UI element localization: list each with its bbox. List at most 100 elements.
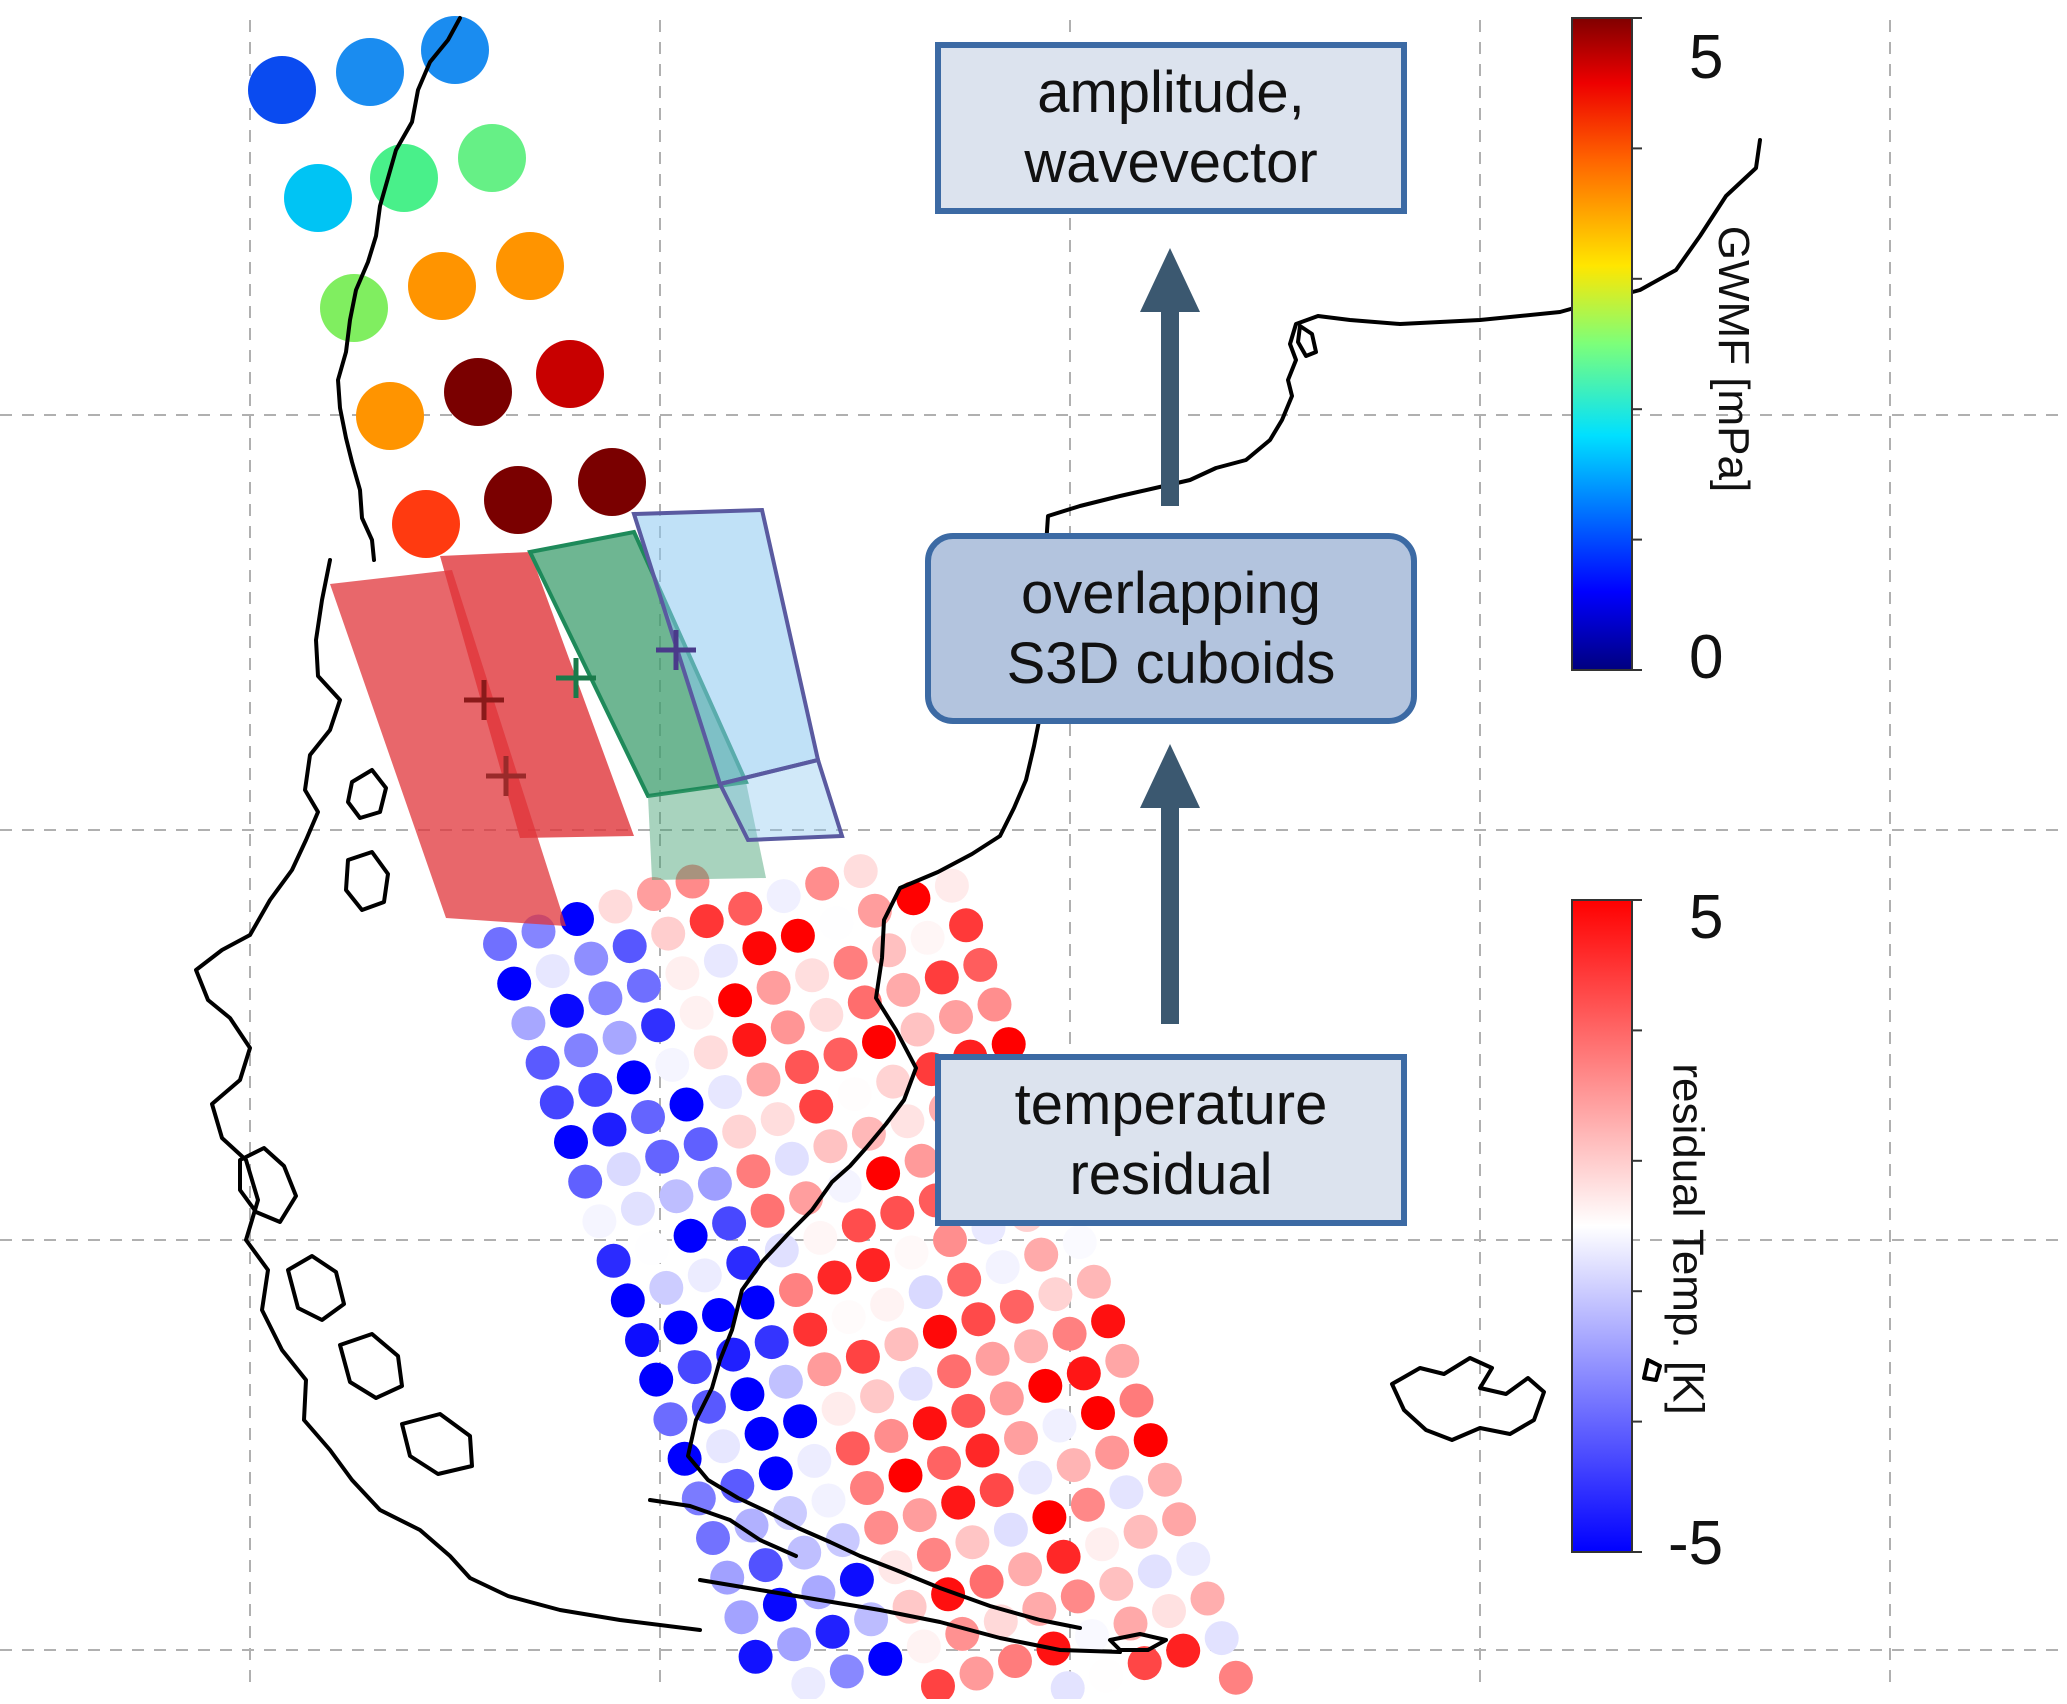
residual-temp-dot	[744, 1416, 779, 1451]
residual-temp-dot	[549, 993, 584, 1028]
residual-temp-dot	[497, 966, 532, 1001]
residual-temp-dot	[862, 1025, 896, 1059]
arrow-cuboids-to-amplitude-shaft	[1161, 308, 1179, 506]
residual-temp-dot	[1218, 1660, 1253, 1695]
cuboid-center-marker-blue	[656, 630, 696, 670]
residual-temp-dot	[876, 1064, 911, 1099]
coastline-chile-north	[336, 16, 462, 562]
coastline-tierra-del-fuego	[698, 1578, 1122, 1654]
gwmf-dot-4	[370, 144, 438, 212]
gwmf-dot-2	[421, 16, 489, 84]
residual-temp-dot	[1166, 1633, 1201, 1668]
residual-temp-dot	[922, 1314, 957, 1349]
residual-temp-dot	[710, 1560, 745, 1595]
residual-temp-dot	[999, 1289, 1034, 1324]
residual-temp-dot	[890, 1104, 925, 1139]
residual-temp-dot	[764, 1233, 799, 1268]
residual-temp-dot	[908, 1275, 943, 1310]
residual-temp-dot	[795, 958, 830, 993]
residual-temp-dot	[768, 1364, 803, 1399]
residual-temp-dot	[821, 1391, 856, 1426]
residual-temp-dot	[874, 1418, 909, 1453]
temperature-residual-box: temperature residual	[935, 1054, 1407, 1226]
gwmf-colorbar-max-label: 5	[1689, 23, 1724, 92]
residual-temp-dot	[860, 1379, 895, 1414]
residual-temp-dot	[833, 945, 868, 980]
residual-temp-dot	[683, 1127, 718, 1162]
residual-temp-dot	[1075, 1619, 1109, 1653]
residual-temp-dot	[1032, 1500, 1067, 1535]
arrow-cuboids-to-amplitude-head	[1140, 248, 1200, 312]
residual-temp-dot	[1091, 1304, 1126, 1339]
residual-temp-dot	[592, 1112, 627, 1147]
cuboid-center-marker-green	[556, 658, 596, 698]
residual-temp-dot	[963, 947, 998, 982]
residual-temp-dot	[774, 1141, 809, 1176]
gwmf-dot-13	[484, 466, 552, 534]
residual-temp-dot	[655, 1047, 690, 1082]
residual-temp-dot	[1095, 1435, 1130, 1470]
residual-temp-dot	[483, 927, 517, 961]
gwmf-dot-10	[444, 358, 512, 426]
residual-temp-dot	[766, 879, 801, 914]
residual-temp-dot	[856, 1248, 890, 1282]
gwmf-colorbar	[1571, 17, 1633, 671]
residual-temp-dot	[610, 1283, 645, 1318]
coastline-island-5	[346, 768, 388, 820]
residual-temp-dot	[675, 864, 710, 899]
residual-temp-dot	[910, 920, 945, 955]
residual-temp-dot	[560, 902, 594, 936]
residual-temp-dot	[758, 1456, 793, 1491]
residual-temp-dot	[1024, 1237, 1059, 1272]
residual-temp-dot	[900, 1012, 935, 1047]
residual-temp-dot	[1204, 1621, 1239, 1656]
residual-temp-dot	[703, 943, 738, 978]
residual-temp-dot	[829, 1654, 864, 1689]
overlapping-cuboids-label: overlapping S3D cuboids	[1006, 560, 1336, 696]
residual-temp-dot	[843, 854, 878, 889]
residual-temp-dot	[924, 960, 959, 995]
coastline-island-4	[400, 1412, 474, 1476]
residual-temp-dot	[1190, 1581, 1225, 1616]
residual-temp-dot	[1028, 1368, 1063, 1403]
residual-temp-dot	[1066, 1356, 1101, 1391]
residual-temp-dot	[564, 1033, 599, 1068]
residual-temp-dot	[1008, 1552, 1043, 1587]
residual-temp-dot	[1042, 1408, 1077, 1443]
gwmf-dot-14	[578, 448, 646, 516]
gwmf-dot-1	[336, 38, 404, 106]
residual-temp-dot	[819, 906, 854, 941]
residual-temp-dot	[1038, 1277, 1073, 1312]
residual-temp-dot	[696, 1521, 730, 1555]
residual-temp-dot	[878, 1550, 913, 1585]
residual-temp-dot	[722, 1114, 757, 1149]
residual-temp-dot	[1060, 1579, 1095, 1614]
residual-temp-colorbar-title: residual Temp. [K]	[1663, 1063, 1713, 1415]
residual-temp-dot	[1099, 1566, 1134, 1601]
residual-temp-dot	[823, 1037, 858, 1072]
residual-temp-dot	[916, 1537, 951, 1572]
coastline-strait	[648, 1498, 798, 1558]
residual-temp-dot	[933, 1223, 967, 1257]
residual-temp-dot	[841, 1208, 876, 1243]
residual-temp-dot	[750, 1193, 785, 1228]
cuboid-center-marker-red	[464, 680, 504, 720]
residual-temp-dot	[697, 1166, 732, 1201]
residual-temp-colorbar-min-label: -5	[1668, 1509, 1724, 1578]
residual-temp-dot	[975, 1341, 1010, 1376]
residual-temp-dot	[726, 1245, 761, 1280]
arrow-residual-to-cuboids-head	[1140, 744, 1200, 808]
residual-temp-dot	[845, 1339, 880, 1374]
residual-temp-dot	[927, 1446, 961, 1480]
residual-temp-dot	[635, 1231, 670, 1266]
gwmf-dot-11	[536, 340, 604, 408]
residual-temp-dot	[718, 983, 753, 1018]
residual-temp-dot	[748, 1548, 783, 1583]
residual-temp-colorbar-max-label: 5	[1689, 883, 1724, 952]
residual-temp-dot	[835, 1431, 870, 1466]
residual-temp-dot	[511, 1006, 546, 1041]
residual-temp-dot	[760, 1102, 795, 1137]
residual-temp-dot	[1127, 1646, 1162, 1681]
residual-temp-dot	[941, 1485, 976, 1520]
residual-temp-dot	[679, 995, 714, 1030]
